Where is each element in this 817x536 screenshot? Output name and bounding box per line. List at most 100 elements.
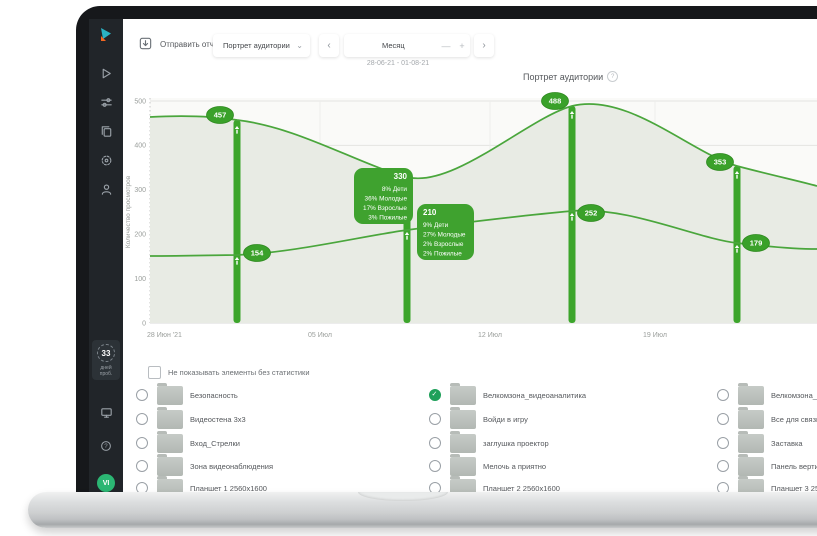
next-period-button[interactable]: ›: [474, 34, 494, 57]
y-axis-title: Количество просмотров: [125, 175, 132, 248]
media-icon[interactable]: [98, 65, 114, 81]
content-item[interactable]: Заставка: [717, 430, 803, 453]
select-radio[interactable]: [717, 460, 729, 472]
select-radio[interactable]: [136, 389, 148, 401]
svg-text:12 Июл: 12 Июл: [478, 332, 502, 339]
item-label: Планшет 2 2560x1600: [483, 483, 560, 493]
svg-text:0: 0: [142, 321, 146, 328]
item-label: Панель вертикальная внутр: [771, 461, 817, 471]
item-label: Зона видеонаблюдения: [190, 461, 274, 471]
select-radio[interactable]: [717, 389, 729, 401]
content-item[interactable]: Панель вертикальная внутр: [717, 453, 817, 476]
monitor-icon[interactable]: [98, 404, 114, 420]
item-label: Безопасность: [190, 390, 238, 400]
select-radio[interactable]: [136, 437, 148, 449]
minus-button[interactable]: —: [441, 40, 451, 51]
bar-week-4[interactable]: [733, 166, 741, 323]
tooltip-week2-bottom: 210 9% Дети 27% Молодые 2% Взрослые 2% П…: [417, 204, 474, 260]
content-item[interactable]: Войди в игру: [429, 406, 528, 429]
content-item[interactable]: заглушка проектор: [429, 430, 549, 453]
hide-empty-checkbox[interactable]: [148, 366, 161, 379]
chart-title: Портрет аудитории: [523, 71, 604, 82]
folder-icon: [157, 430, 183, 453]
svg-text:200: 200: [134, 232, 146, 239]
user-icon[interactable]: [98, 181, 114, 197]
value-bubble: 179: [750, 239, 763, 248]
content-item[interactable]: Велкомзона_видеоаналитика: [717, 382, 817, 405]
select-radio[interactable]: [717, 413, 729, 425]
value-bubbles: 457 154 488 252 353 179: [206, 92, 770, 262]
svg-text:17% Взрослые: 17% Взрослые: [363, 205, 407, 212]
item-label: Заставка: [771, 438, 803, 448]
content-item[interactable]: Зона видеонаблюдения: [136, 453, 274, 476]
x-tick-labels: 28 Июн '21 05 Июл 12 Июл 19 Июл: [147, 332, 667, 339]
hide-empty-row: Не показывать элементы без статистики: [148, 366, 310, 379]
svg-text:330: 330: [394, 172, 408, 181]
tooltip-week2-top: 330 8% Дети 36% Молодые 17% Взрослые 3% …: [354, 168, 413, 224]
svg-text:300: 300: [134, 187, 146, 194]
copy-icon[interactable]: [98, 123, 114, 139]
select-radio-checked[interactable]: [429, 389, 441, 401]
send-report-button[interactable]: Отправить отчёт: [160, 40, 223, 49]
bar-week-1[interactable]: [233, 120, 241, 323]
audience-chart: 457 154 488 252 353 179 330: [125, 92, 817, 339]
report-type-value: Портрет аудитории: [223, 41, 290, 50]
svg-text:28 Июн '21: 28 Июн '21: [147, 332, 182, 339]
value-bubble: 457: [214, 111, 227, 120]
content-item[interactable]: Видеостена 3x3: [136, 406, 246, 429]
select-radio[interactable]: [136, 482, 148, 492]
help-icon[interactable]: ?: [98, 438, 114, 454]
content-item[interactable]: Безопасность: [136, 382, 238, 405]
item-label: Войди в игру: [483, 414, 528, 424]
content-item[interactable]: Вход_Стрелки: [136, 430, 240, 453]
select-radio[interactable]: [429, 482, 441, 492]
svg-text:19 Июл: 19 Июл: [643, 332, 667, 339]
download-report-icon[interactable]: [138, 36, 154, 52]
content-item[interactable]: Планшет 2 2560x1600: [429, 475, 560, 493]
series-area: [150, 103, 817, 323]
folder-icon: [450, 475, 476, 492]
gear-icon[interactable]: [98, 152, 114, 168]
hide-empty-label: Не показывать элементы без статистики: [168, 368, 310, 377]
svg-text:210: 210: [423, 208, 437, 217]
folder-icon: [738, 382, 764, 405]
prev-period-button[interactable]: ‹: [319, 34, 339, 57]
value-bubble: 154: [251, 249, 264, 258]
main-content: Отправить отчёт Портрет аудитории ⌄ ‹ Ме…: [123, 19, 817, 492]
y-tick-labels: 0 100 200 300 400 500: [134, 99, 146, 328]
select-radio[interactable]: [429, 460, 441, 472]
folder-icon: [738, 475, 764, 492]
svg-text:3% Пожилые: 3% Пожилые: [368, 215, 407, 222]
laptop-screen: 33 дней проб. ? VI: [89, 19, 817, 492]
folder-icon: [157, 453, 183, 476]
content-item[interactable]: Мелочь а приятно: [429, 453, 546, 476]
report-type-select[interactable]: Портрет аудитории ⌄: [213, 34, 310, 57]
sliders-icon[interactable]: [98, 94, 114, 110]
avatar[interactable]: VI: [97, 474, 115, 492]
select-radio[interactable]: [136, 413, 148, 425]
folder-icon: [157, 406, 183, 429]
content-item[interactable]: Планшет 1 2560x1600: [136, 475, 267, 492]
folder-icon: [450, 430, 476, 453]
item-label: Планшет 3 2560x1600: [771, 483, 817, 493]
select-radio[interactable]: [429, 413, 441, 425]
app-logo: [101, 28, 111, 41]
trial-badge[interactable]: 33 дней проб.: [92, 340, 120, 380]
select-radio[interactable]: [429, 437, 441, 449]
trial-days: 33: [97, 344, 115, 362]
select-radio[interactable]: [136, 460, 148, 472]
select-radio[interactable]: [717, 437, 729, 449]
folder-icon: [157, 475, 183, 492]
folder-icon: [157, 382, 183, 405]
svg-text:9% Дети: 9% Дети: [423, 222, 449, 229]
series-line-bottom: [149, 209, 817, 257]
content-item[interactable]: Планшет 3 2560x1600: [717, 475, 817, 493]
content-item[interactable]: Все для связи: [717, 406, 817, 429]
period-pill[interactable]: Месяц — +: [344, 34, 470, 57]
plus-button[interactable]: +: [459, 40, 465, 51]
folder-icon: [738, 453, 764, 476]
value-bubble: 353: [714, 158, 727, 167]
select-radio[interactable]: [717, 482, 729, 492]
info-icon[interactable]: ?: [607, 71, 619, 82]
content-item-selected[interactable]: Велкомзона_видеоаналитика: [429, 382, 586, 405]
